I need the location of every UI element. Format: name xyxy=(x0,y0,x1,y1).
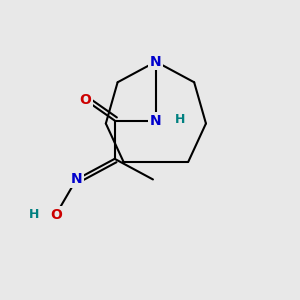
Text: N: N xyxy=(70,172,82,186)
Text: N: N xyxy=(150,55,162,69)
Text: H: H xyxy=(175,113,185,127)
Text: O: O xyxy=(79,93,91,107)
Text: N: N xyxy=(150,114,162,128)
Text: H: H xyxy=(29,208,40,221)
Text: O: O xyxy=(50,208,62,222)
